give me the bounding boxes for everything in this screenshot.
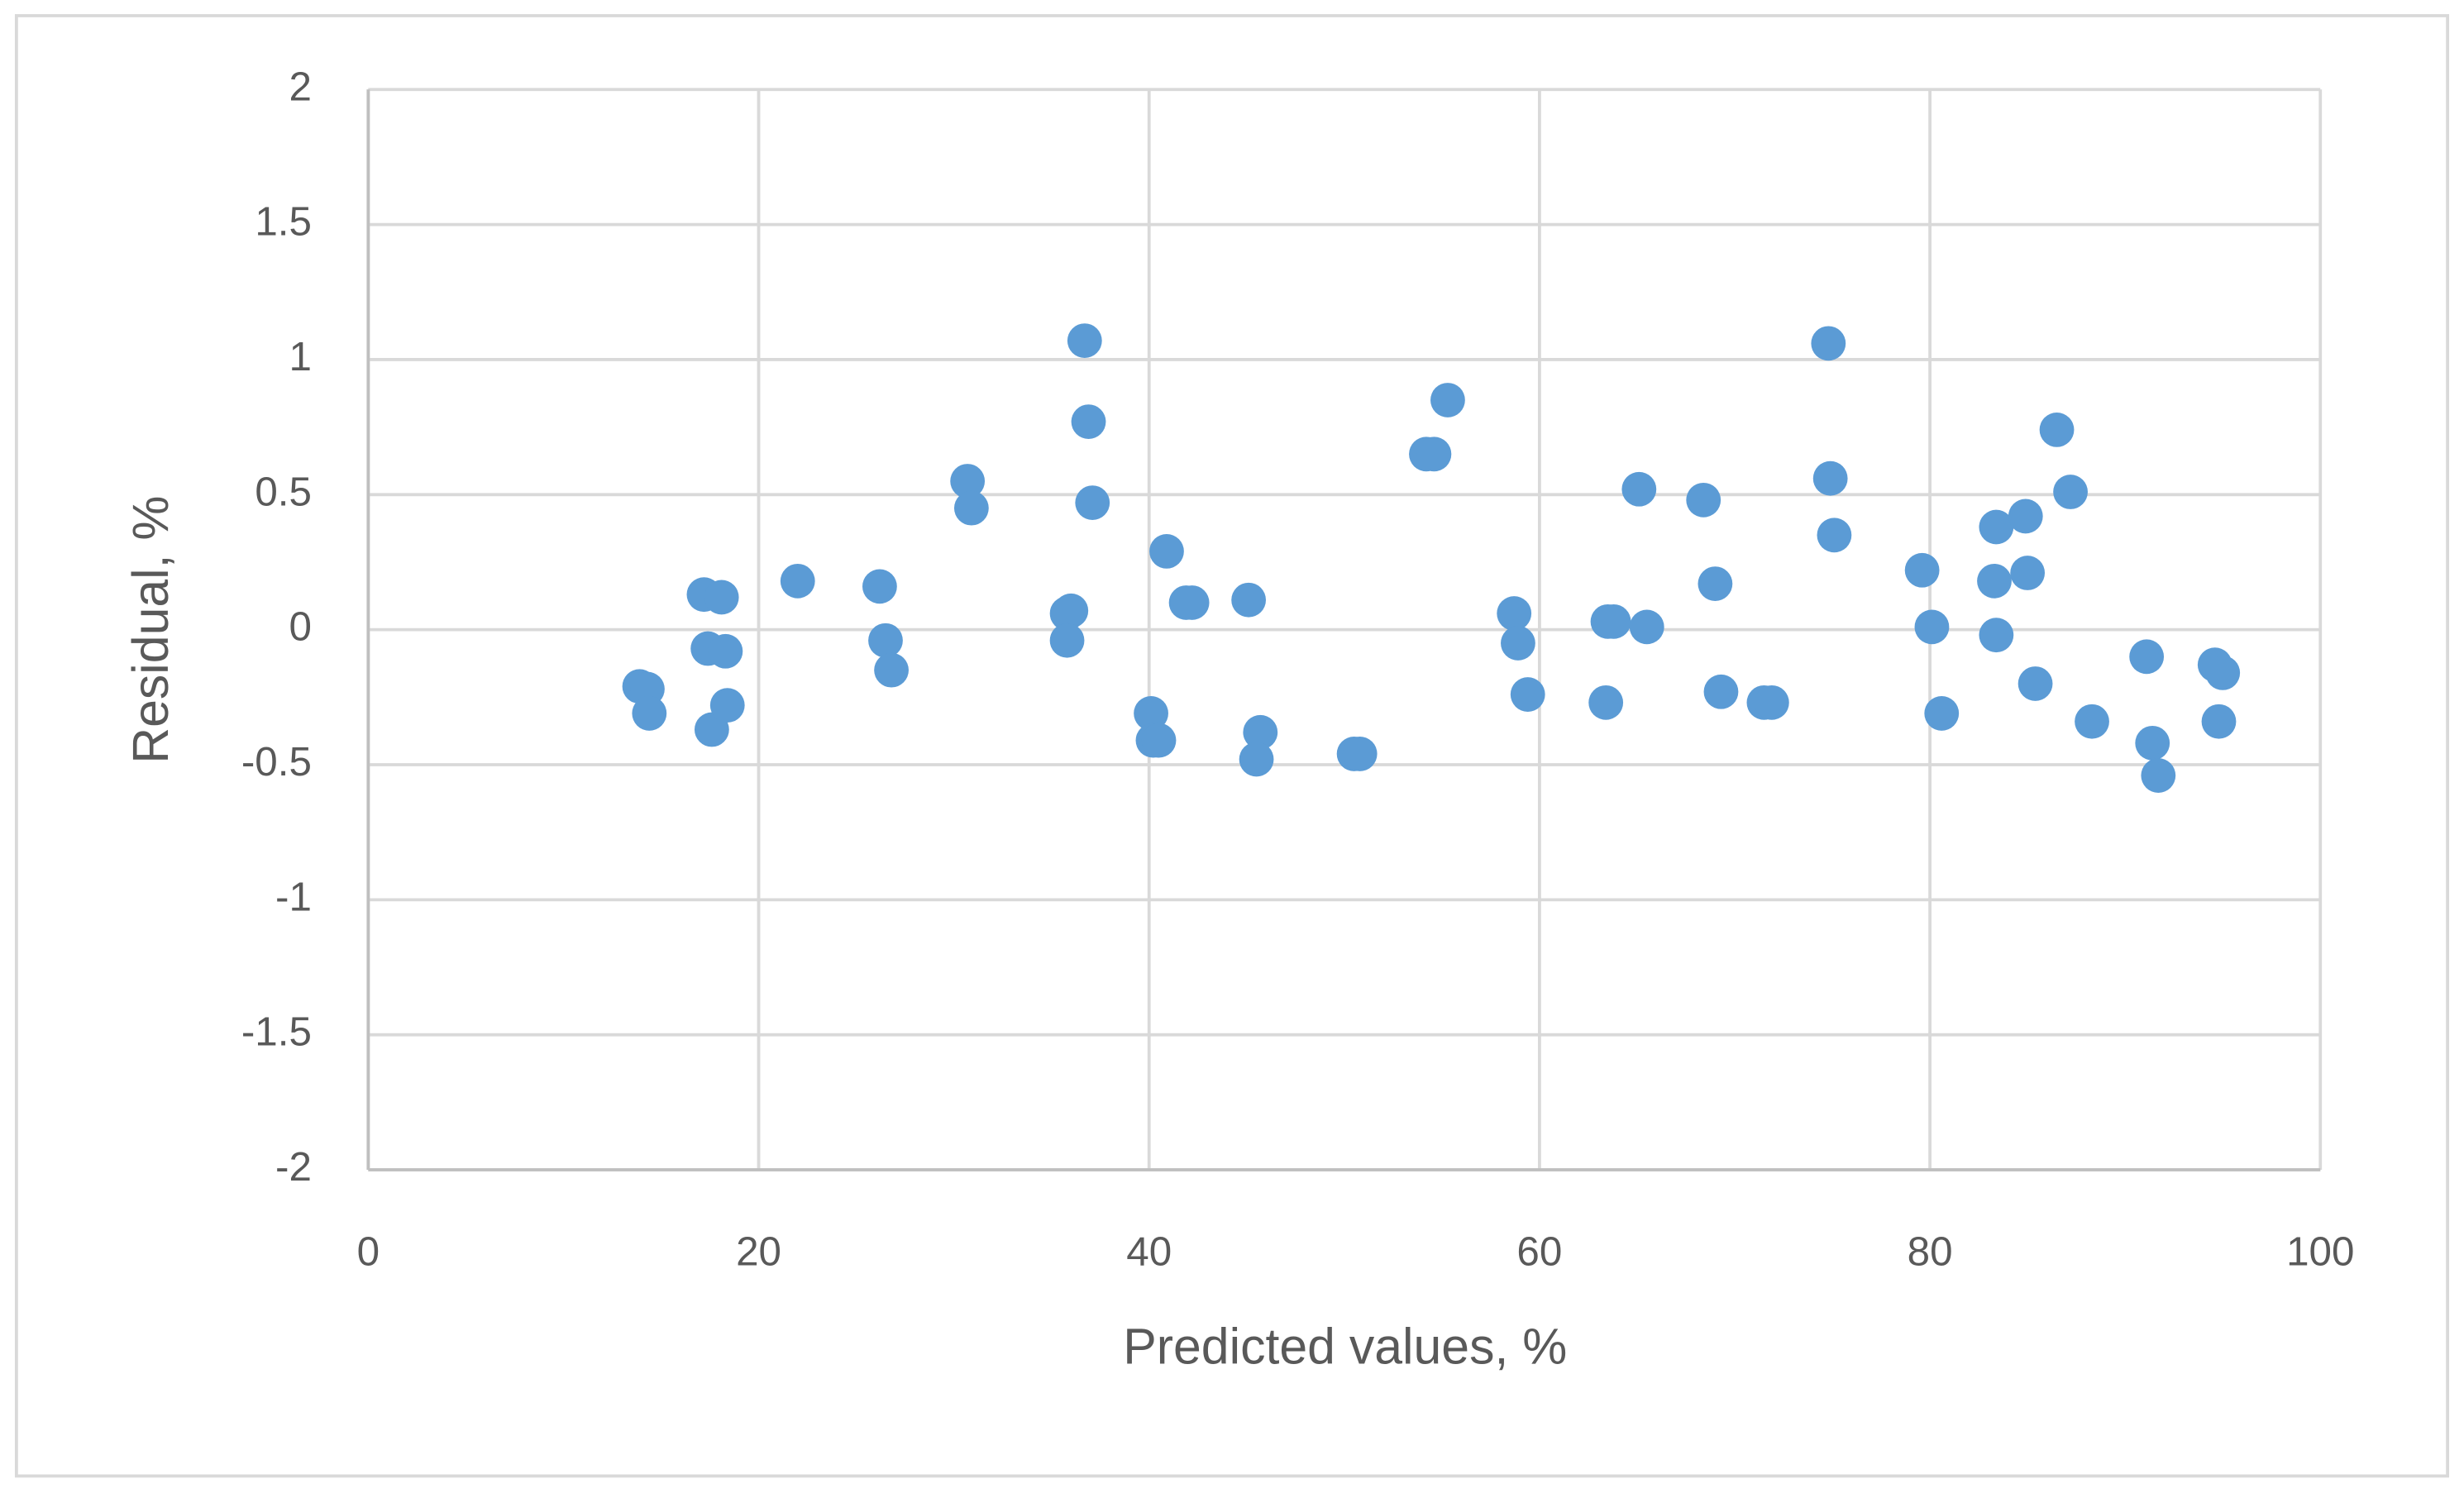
x-tick-label: 20 xyxy=(736,1229,781,1275)
point xyxy=(780,563,815,599)
point xyxy=(1141,723,1177,758)
chart-border xyxy=(14,14,2450,1478)
point xyxy=(1149,534,1184,569)
point xyxy=(2075,704,2109,739)
point xyxy=(1053,593,1089,628)
point xyxy=(1049,623,1085,658)
y-tick-label: 1.5 xyxy=(255,199,312,245)
point xyxy=(1686,482,1721,518)
y-tick-label: -1 xyxy=(275,874,312,919)
point xyxy=(704,580,739,615)
x-tick-label: 40 xyxy=(1126,1229,1172,1275)
point xyxy=(2129,639,2165,675)
point xyxy=(1812,460,1848,496)
point xyxy=(1817,518,1852,553)
point xyxy=(950,464,986,499)
point xyxy=(2201,704,2237,739)
y-axis-title: Residual, % xyxy=(122,496,179,764)
point xyxy=(2018,666,2053,701)
point xyxy=(874,652,909,688)
y-tick-label: 1 xyxy=(289,334,311,379)
y-tick-label: 0.5 xyxy=(255,469,312,514)
point xyxy=(1342,737,1378,771)
point xyxy=(708,633,743,669)
point xyxy=(2135,725,2170,761)
point xyxy=(1174,585,1210,620)
point xyxy=(953,490,989,526)
point xyxy=(1914,609,1950,645)
x-tick-label: 80 xyxy=(1908,1229,1953,1275)
x-tick-label: 60 xyxy=(1516,1229,1562,1275)
x-tick-label: 0 xyxy=(357,1229,380,1275)
point xyxy=(1243,714,1278,750)
y-tick-label: -2 xyxy=(275,1144,312,1190)
point xyxy=(709,688,745,723)
point xyxy=(1588,685,1624,720)
point xyxy=(1979,509,2014,545)
point xyxy=(1231,582,1267,618)
point xyxy=(2205,656,2241,690)
y-tick-label: -0.5 xyxy=(241,739,312,785)
point xyxy=(1754,685,1789,720)
point xyxy=(1430,383,1465,417)
point xyxy=(1904,552,1940,588)
point xyxy=(2010,556,2046,590)
point xyxy=(1979,618,2014,653)
point xyxy=(2039,413,2075,447)
y-tick-label: 0 xyxy=(289,604,311,650)
point xyxy=(2141,758,2176,793)
point xyxy=(1621,471,1657,507)
point xyxy=(1075,485,1110,520)
point xyxy=(1698,566,1733,602)
point xyxy=(1071,404,1106,439)
point xyxy=(2053,475,2088,509)
point xyxy=(1501,626,1535,661)
point xyxy=(1703,674,1739,709)
point xyxy=(1134,696,1168,731)
point xyxy=(868,623,903,658)
point xyxy=(632,696,667,731)
y-tick-label: 2 xyxy=(289,64,311,109)
point xyxy=(1629,609,1664,645)
x-axis-title: Predicted values, % xyxy=(1123,1319,1567,1375)
point xyxy=(1067,323,1102,358)
point xyxy=(1924,696,1960,731)
point xyxy=(862,569,897,604)
point xyxy=(1510,677,1545,712)
y-tick-label: -1.5 xyxy=(241,1009,312,1055)
point xyxy=(2008,499,2043,534)
x-tick-label: 100 xyxy=(2286,1229,2354,1275)
point xyxy=(1977,563,2012,599)
point xyxy=(1596,603,1631,639)
point xyxy=(1416,437,1452,472)
point xyxy=(1497,596,1532,631)
point xyxy=(1239,742,1274,777)
point xyxy=(1811,326,1846,361)
